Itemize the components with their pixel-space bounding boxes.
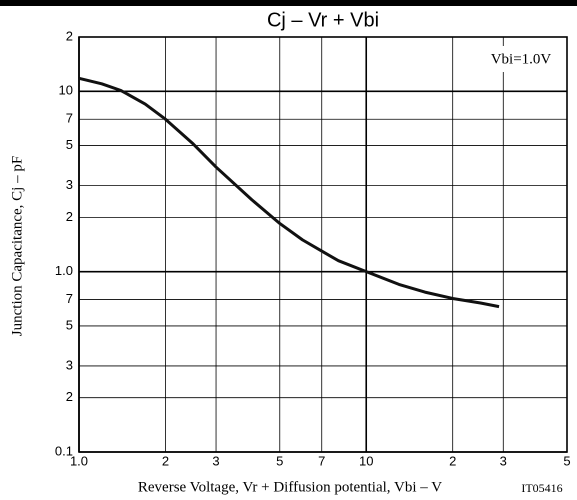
x-tick-label: 3 xyxy=(212,453,219,468)
y-tick-label: 3 xyxy=(66,177,73,192)
y-tick-label: 7 xyxy=(66,111,73,126)
top-bar xyxy=(0,0,577,6)
plot-frame xyxy=(78,36,568,453)
y-tick-label: 1.0 xyxy=(55,263,73,278)
y-tick-label: 2 xyxy=(66,209,73,224)
y-tick-label: 2 xyxy=(66,389,73,404)
y-tick-label: 0.1 xyxy=(55,443,73,458)
y-tick-label: 5 xyxy=(66,137,73,152)
x-tick-label: 5 xyxy=(563,453,570,468)
annotation: Vbi=1.0V xyxy=(491,51,552,67)
x-tick-label: 2 xyxy=(162,453,169,468)
x-tick-label: 2 xyxy=(449,453,456,468)
figure-code: IT05416 xyxy=(521,481,562,495)
annotation-bg xyxy=(478,46,564,72)
x-tick-label: 1.0 xyxy=(70,453,88,468)
y-tick-label: 7 xyxy=(66,291,73,306)
chart-title: Cj – Vr + Vbi xyxy=(267,9,379,31)
y-axis-label: Junction Capacitance, Cj – pF xyxy=(9,156,25,336)
x-tick-label: 7 xyxy=(318,453,325,468)
y-tick-label: 10 xyxy=(59,83,73,98)
x-tick-label: 10 xyxy=(359,453,373,468)
x-axis-label: Reverse Voltage, Vr + Diffusion potentia… xyxy=(138,479,442,495)
data-line xyxy=(78,76,500,309)
x-tick-label: 5 xyxy=(276,453,283,468)
y-tick-label: 5 xyxy=(66,317,73,332)
y-tick-label: 3 xyxy=(66,357,73,372)
x-tick-label: 3 xyxy=(500,453,507,468)
y-tick-label: 2 xyxy=(66,28,73,43)
